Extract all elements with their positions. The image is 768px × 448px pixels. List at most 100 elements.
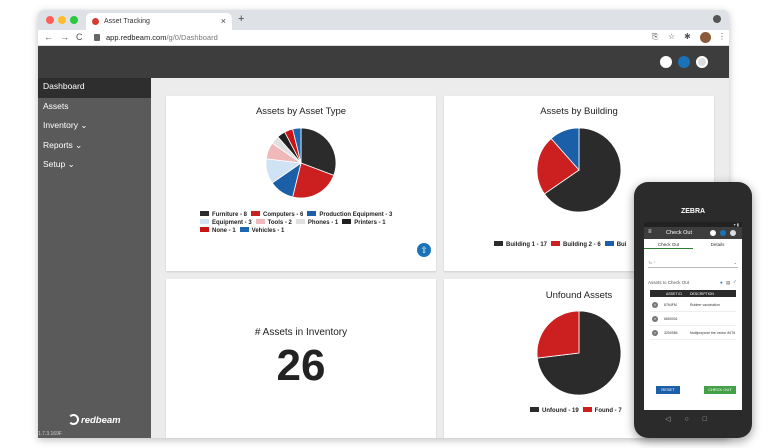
extensions-icon[interactable]: ✱ (684, 32, 691, 41)
mobile-bell-icon[interactable] (710, 230, 716, 236)
to-select[interactable]: To * ⌄ (648, 260, 738, 268)
mobile-user-icon[interactable] (720, 230, 726, 236)
tab-details[interactable]: Details (710, 242, 725, 247)
card-title: Assets by Building (540, 106, 618, 117)
mobile-header-title: Check Out (666, 230, 692, 236)
card-title: Unfound Assets (545, 290, 613, 301)
back-nav-icon[interactable]: ◁ (665, 416, 685, 423)
zebra-handheld-device: ZEBRA ▾ ▮ ≡ Check Out Check Out Details … (634, 182, 752, 438)
legend-item[interactable]: Phones - 1 (295, 219, 338, 227)
legend-item[interactable]: Production Equipment - 3 (307, 211, 392, 219)
url-field[interactable]: app.redbeam.com/g/0/Dashboard (106, 33, 218, 42)
legend-item[interactable]: Building 2 - 6 (551, 241, 601, 249)
legend-label: Computers - 6 (263, 212, 304, 218)
sidebar-item-inventory[interactable]: Inventory ⌄ (43, 120, 88, 130)
legend-item[interactable]: Unfound - 19 (530, 407, 579, 415)
pie-slice-furniture[interactable] (300, 127, 337, 176)
assets-label-text: Assets to Check Out (648, 280, 690, 285)
tab-bar: Asset Tracking × + (38, 10, 729, 30)
install-icon[interactable]: ⎘ (652, 32, 659, 41)
tab-title: Asset Tracking (104, 18, 150, 25)
settings-avatar-icon[interactable] (696, 56, 708, 68)
remove-icon[interactable]: × (652, 316, 658, 322)
pie-slice-found[interactable] (536, 310, 580, 359)
legend-label: Unfound - 19 (542, 408, 579, 414)
table-row: × 3290984 Multipurpose tire vector 8476 (650, 327, 736, 340)
mobile-avatar-icon[interactable] (730, 230, 736, 236)
tab-close-icon[interactable]: × (220, 16, 226, 26)
pie-slice-building-3[interactable] (550, 127, 580, 172)
browser-tab[interactable]: Asset Tracking × (86, 13, 232, 30)
legend-item[interactable]: Printers - 1 (342, 219, 386, 227)
legend-item[interactable]: Equipment - 3 (200, 219, 252, 227)
mobile-menu-icon[interactable]: ≡ (648, 229, 652, 235)
sidebar-item-assets[interactable]: Assets (43, 100, 69, 111)
row-asset-id: 3290984 (664, 331, 678, 335)
notification-bell-icon[interactable] (660, 56, 672, 68)
remove-icon[interactable]: × (652, 330, 658, 336)
forward-button[interactable]: → (60, 32, 69, 42)
upload-icon[interactable]: ⇧ (417, 243, 431, 257)
legend-swatch (494, 241, 503, 246)
redbeam-logo-icon (68, 414, 79, 425)
legend-label: Printers - 1 (354, 220, 386, 226)
chevron-down-icon: ⌄ (733, 260, 737, 265)
minimize-window-dot[interactable] (58, 16, 66, 24)
legend-item[interactable]: Bui (604, 241, 626, 249)
col-description: DESCRIPTION (690, 292, 714, 296)
pie-building (536, 127, 622, 213)
back-button[interactable]: ← (44, 32, 53, 42)
barcode-icon[interactable]: ▤ (726, 280, 731, 285)
lock-icon (94, 34, 100, 41)
legend-item[interactable]: Vehicles - 1 (239, 227, 284, 235)
legend-item[interactable]: Tools - 2 (255, 219, 292, 227)
close-window-dot[interactable] (46, 16, 54, 24)
col-asset-id: ASSET ID (666, 292, 682, 296)
reload-button[interactable]: C (76, 32, 83, 42)
check-icon[interactable]: ✓ (733, 279, 737, 284)
legend-item[interactable]: None - 1 (200, 227, 236, 235)
pie-slice-building-1[interactable] (543, 127, 622, 213)
pie-slice-computers[interactable] (292, 162, 335, 199)
url-path: /g/0/Dashboard (166, 33, 218, 42)
sidebar-item-setup[interactable]: Setup ⌄ (43, 159, 75, 169)
legend-item[interactable]: Building 1 - 17 (494, 241, 547, 249)
more-menu-icon[interactable]: ⋮ (718, 32, 726, 41)
legend-swatch (342, 219, 352, 224)
legend-label: Tools - 2 (267, 220, 292, 226)
recents-nav-icon[interactable]: □ (702, 416, 721, 423)
address-bar: ← → C app.redbeam.com/g/0/Dashboard ⎘ ☆ … (38, 30, 729, 46)
logo-text: redbeam (81, 415, 121, 426)
row-asset-id: 6650001 (664, 317, 678, 321)
device-screen: ▾ ▮ ≡ Check Out Check Out Details To * ⌄ … (644, 222, 742, 410)
new-tab-button[interactable]: + (238, 13, 245, 25)
remove-icon[interactable]: × (652, 302, 658, 308)
star-icon[interactable]: ☆ (668, 32, 676, 41)
tab-check-out[interactable]: Check Out (644, 242, 693, 249)
pie-slice-building-2[interactable] (536, 137, 580, 195)
home-nav-icon[interactable]: ○ (684, 416, 703, 423)
check-out-button[interactable]: CHECK OUT (704, 386, 736, 394)
sidebar-item-dashboard[interactable]: Dashboard (38, 78, 151, 98)
profile-avatar[interactable] (700, 32, 711, 43)
pie-slice-vehicles[interactable] (292, 127, 302, 164)
legend-item[interactable]: Found - 7 (582, 407, 622, 415)
legend-swatch (251, 211, 261, 216)
reset-button[interactable]: RESET (656, 386, 680, 394)
redbeam-favicon-icon (92, 18, 99, 25)
row-asset-id: 8764FM (664, 303, 677, 307)
chart-legend: Furniture - 8 Computers - 6 Production Equ… (200, 211, 410, 235)
pie-slices (536, 310, 622, 396)
row-description: Multipurpose tire vector 8476 (690, 331, 736, 335)
user-icon[interactable] (678, 56, 690, 68)
legend-swatch (530, 407, 539, 412)
legend-item[interactable]: Computers - 6 (251, 211, 303, 219)
legend-label: Building 1 - 17 (506, 242, 548, 248)
info-icon[interactable]: ● (720, 280, 723, 285)
sidebar-item-reports[interactable]: Reports ⌄ (43, 139, 83, 150)
legend-swatch (604, 241, 614, 246)
browser-menu-circle-icon[interactable] (713, 15, 721, 23)
maximize-window-dot[interactable] (70, 16, 78, 24)
chart-legend: Unfound - 19 Found - 7 (530, 407, 680, 415)
legend-item[interactable]: Furniture - 8 (200, 211, 247, 219)
